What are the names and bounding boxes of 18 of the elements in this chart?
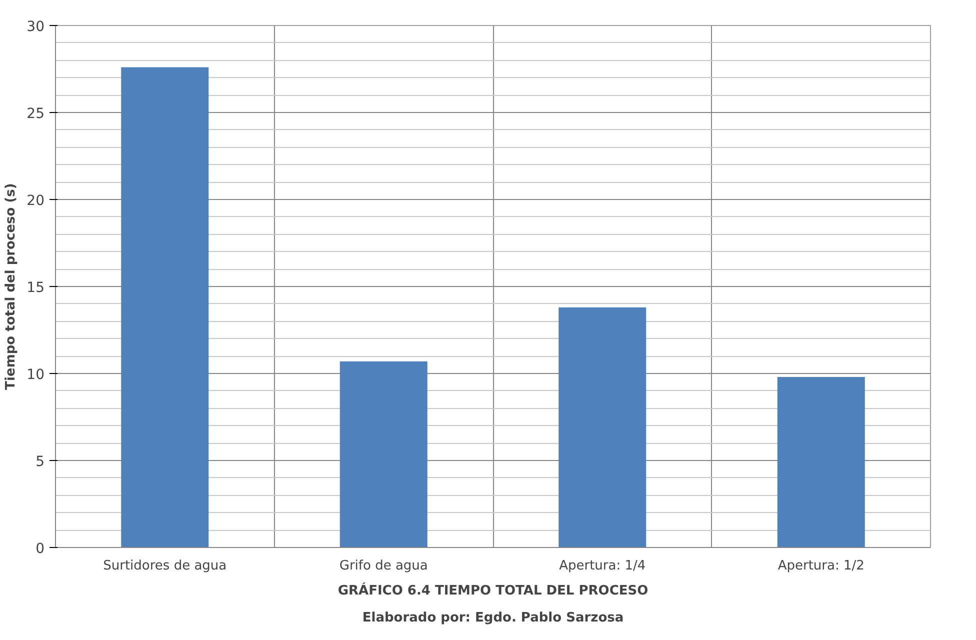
y-axis-title: Tiempo total del proceso (s) (4, 183, 19, 390)
text: Elaborado por: Egdo. Pablo Sarzosa (362, 610, 624, 626)
x-tick-label: Grifo de agua (339, 558, 428, 574)
y-tick-label: 10 (26, 367, 45, 383)
y-tick-label: 30 (26, 19, 45, 35)
y-tick-label: 25 (26, 106, 45, 122)
bar (121, 67, 209, 548)
y-tick-label: 20 (26, 193, 45, 209)
bar (777, 376, 865, 548)
x-tick-label: Surtidores de agua (103, 558, 227, 574)
y-tick-label: 15 (26, 280, 45, 296)
y-tick-label: 0 (36, 541, 45, 557)
text: GRÁFICO 6.4 TIEMPO TOTAL DEL PROCESO (338, 582, 648, 598)
x-tick-label: Apertura: 1/4 (559, 558, 646, 574)
bar (340, 361, 428, 548)
x-tick-label: Apertura: 1/2 (778, 558, 864, 574)
y-tick-label: 5 (36, 454, 45, 470)
bar (558, 307, 646, 548)
